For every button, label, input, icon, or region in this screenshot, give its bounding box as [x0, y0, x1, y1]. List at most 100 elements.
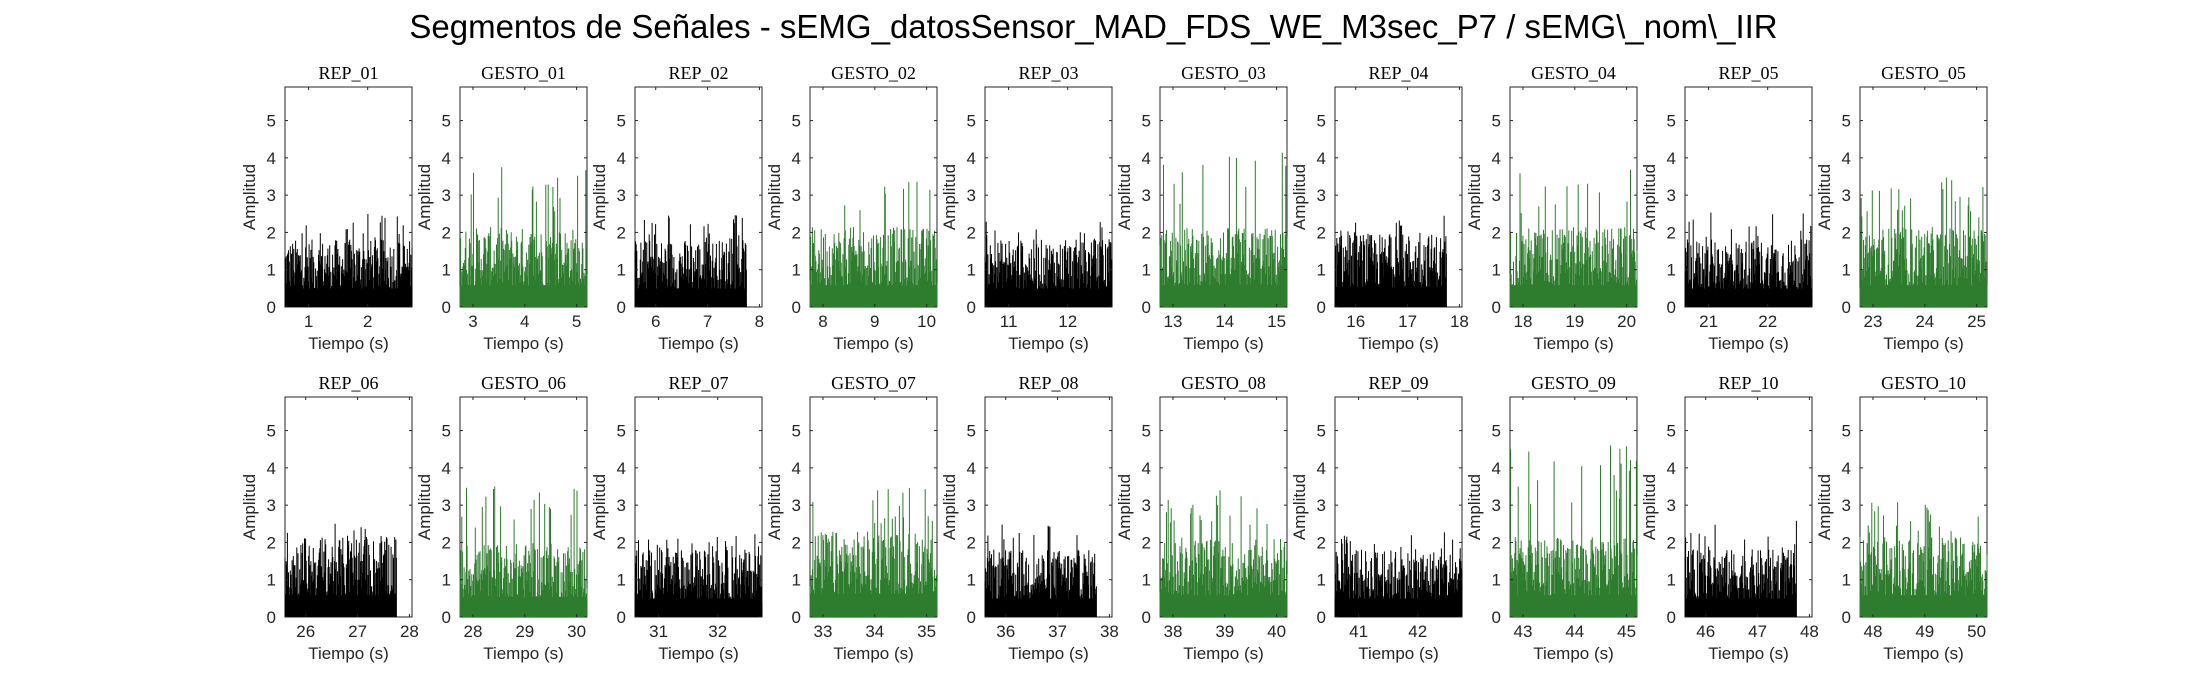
y-tick-label: 5	[1842, 422, 1851, 441]
x-axis-label: Tiempo (s)	[1358, 334, 1439, 353]
y-tick-label: 4	[1842, 459, 1851, 478]
y-tick-label: 1	[1492, 571, 1501, 590]
y-tick-label: 4	[1492, 149, 1501, 168]
x-tick-label: 37	[1048, 622, 1067, 641]
x-axis-label: Tiempo (s)	[1708, 334, 1789, 353]
y-tick-label: 0	[792, 608, 801, 627]
y-tick-label: 4	[1667, 149, 1676, 168]
y-tick-label: 3	[1842, 186, 1851, 205]
x-tick-label: 8	[755, 312, 764, 331]
y-axis-label: Amplitud	[415, 474, 434, 540]
subplot-title: REP_05	[1718, 63, 1778, 83]
y-tick-label: 1	[1317, 571, 1326, 590]
y-tick-label: 2	[442, 223, 451, 242]
y-tick-label: 5	[267, 422, 276, 441]
x-tick-label: 3	[468, 312, 477, 331]
signal-trace	[1509, 169, 1638, 307]
x-tick-label: 32	[708, 622, 727, 641]
y-tick-label: 0	[1842, 608, 1851, 627]
x-tick-label: 40	[1267, 622, 1286, 641]
y-tick-label: 5	[792, 112, 801, 131]
y-tick-label: 0	[1492, 608, 1501, 627]
y-tick-label: 3	[1492, 186, 1501, 205]
y-tick-label: 2	[1492, 533, 1501, 552]
y-tick-label: 0	[1317, 298, 1326, 317]
y-tick-label: 0	[617, 298, 626, 317]
y-axis-label: Amplitud	[940, 164, 959, 230]
signal-trace	[459, 486, 588, 617]
y-axis-label: Amplitud	[765, 164, 784, 230]
y-tick-label: 4	[617, 149, 626, 168]
signal-trace	[1684, 212, 1813, 307]
figure-title: Segmentos de Señales - sEMG_datosSensor_…	[409, 8, 1778, 45]
y-tick-label: 2	[967, 223, 976, 242]
y-tick-label: 4	[1317, 149, 1326, 168]
y-tick-label: 5	[1667, 112, 1676, 131]
y-tick-label: 2	[1667, 223, 1676, 242]
y-axis-label: Amplitud	[1640, 164, 1659, 230]
signal-trace	[284, 523, 397, 617]
y-tick-label: 3	[1317, 496, 1326, 515]
y-tick-label: 2	[617, 533, 626, 552]
subplot-title: GESTO_09	[1531, 373, 1616, 393]
y-tick-label: 3	[1142, 186, 1151, 205]
y-tick-label: 0	[267, 608, 276, 627]
y-tick-label: 3	[617, 496, 626, 515]
subplot-title: REP_02	[668, 63, 728, 83]
y-tick-label: 1	[967, 261, 976, 280]
subplot-title: GESTO_01	[481, 63, 566, 83]
y-tick-label: 1	[267, 571, 276, 590]
subplot-gesto-02: 0 1 2 3 4 5 8 9 10 GESTO_02 Tiempo (s) Amplitud	[765, 63, 938, 353]
y-tick-label: 1	[442, 571, 451, 590]
y-tick-label: 5	[617, 422, 626, 441]
y-axis-label: Amplitud	[1815, 474, 1834, 540]
y-tick-label: 0	[1492, 298, 1501, 317]
signal-trace	[634, 534, 763, 617]
y-tick-label: 2	[1842, 223, 1851, 242]
subplot-rep-04: 0 1 2 3 4 5 16 17 18 REP_04 Tiempo (s) Amplitud	[1290, 63, 1469, 353]
x-axis-label: Tiempo (s)	[1008, 334, 1089, 353]
x-axis-label: Tiempo (s)	[833, 644, 914, 663]
y-tick-label: 0	[1317, 608, 1326, 627]
x-tick-label: 14	[1215, 312, 1234, 331]
y-tick-label: 0	[442, 608, 451, 627]
y-tick-label: 1	[1842, 571, 1851, 590]
signal-trace	[1334, 532, 1463, 617]
y-tick-label: 5	[1142, 422, 1151, 441]
x-tick-label: 34	[865, 622, 884, 641]
y-axis-label: Amplitud	[1115, 474, 1134, 540]
subplot-title: GESTO_07	[831, 373, 916, 393]
y-tick-label: 4	[967, 459, 976, 478]
x-tick-label: 1	[304, 312, 313, 331]
x-tick-label: 8	[818, 312, 827, 331]
signal-trace	[984, 524, 1097, 617]
signal-trace	[984, 221, 1113, 307]
signal-trace	[1859, 502, 1988, 617]
subplot-title: GESTO_10	[1881, 373, 1966, 393]
x-axis-label: Tiempo (s)	[1533, 644, 1614, 663]
signal-trace	[1159, 152, 1288, 307]
y-axis-label: Amplitud	[590, 474, 609, 540]
subplot-title: GESTO_03	[1181, 63, 1266, 83]
x-tick-label: 48	[1800, 622, 1819, 641]
y-axis-label: Amplitud	[765, 474, 784, 540]
y-tick-label: 1	[617, 571, 626, 590]
subplot-title: REP_07	[668, 373, 728, 393]
y-axis-label: Amplitud	[590, 164, 609, 230]
signal-trace	[1509, 445, 1638, 617]
x-axis-label: Tiempo (s)	[1183, 644, 1264, 663]
y-tick-label: 2	[1142, 223, 1151, 242]
x-tick-label: 6	[651, 312, 660, 331]
y-tick-label: 2	[1142, 533, 1151, 552]
x-tick-label: 29	[515, 622, 534, 641]
y-tick-label: 3	[1492, 496, 1501, 515]
y-axis-label: Amplitud	[940, 474, 959, 540]
y-axis-label: Amplitud	[240, 164, 259, 230]
y-axis-label: Amplitud	[1465, 474, 1484, 540]
y-axis-label: Amplitud	[1290, 474, 1309, 540]
x-tick-label: 22	[1758, 312, 1777, 331]
